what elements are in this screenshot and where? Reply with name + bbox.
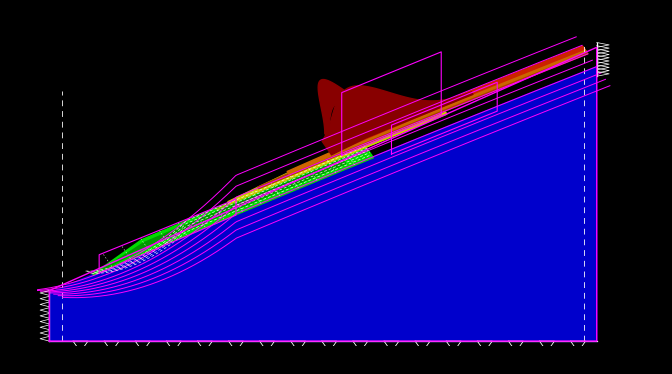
Text: 20,00: 20,00 <box>163 0 185 10</box>
Polygon shape <box>322 86 473 155</box>
Text: 30,00: 30,00 <box>225 0 247 10</box>
Polygon shape <box>217 123 416 209</box>
Polygon shape <box>50 67 597 341</box>
Polygon shape <box>348 46 585 146</box>
Text: 50,00: 50,00 <box>349 0 372 10</box>
Polygon shape <box>228 108 447 204</box>
Text: 60,00: 60,00 <box>412 0 433 10</box>
Text: 0,00: 0,00 <box>41 0 58 10</box>
Polygon shape <box>93 146 374 275</box>
Text: 70,00: 70,00 <box>474 0 496 10</box>
Text: 90,00: 90,00 <box>598 0 620 10</box>
Polygon shape <box>287 47 587 174</box>
Text: 80,00: 80,00 <box>536 0 558 10</box>
Polygon shape <box>257 50 588 189</box>
Text: 40,00: 40,00 <box>287 0 309 10</box>
Polygon shape <box>99 159 345 272</box>
Text: 10,00: 10,00 <box>101 0 122 10</box>
Polygon shape <box>319 80 422 137</box>
